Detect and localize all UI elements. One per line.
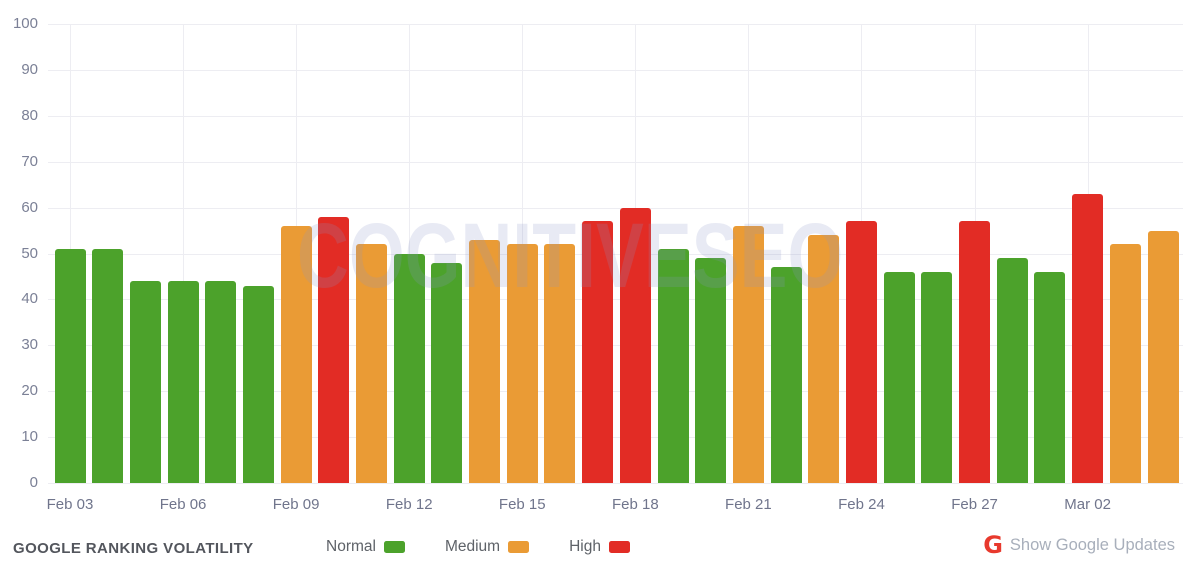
volatility-bar-feb-16[interactable]	[544, 244, 576, 483]
volatility-bar-feb-28[interactable]	[996, 258, 1028, 483]
gridline-horizontal	[48, 207, 1183, 209]
volatility-bar-feb-07[interactable]	[205, 281, 237, 483]
gridline-horizontal	[48, 299, 1183, 301]
volatility-bar-mar-03[interactable]	[1109, 244, 1141, 483]
volatility-bar-feb-12[interactable]	[393, 253, 425, 483]
gridline-horizontal	[48, 483, 1183, 484]
volatility-bar-feb-18[interactable]	[619, 207, 651, 483]
volatility-bar-mar-02[interactable]	[1072, 193, 1104, 483]
gridline-vertical	[183, 24, 185, 483]
y-axis-label: 70	[21, 152, 38, 170]
gridline-horizontal	[48, 161, 1183, 163]
volatility-bar-feb-25[interactable]	[883, 271, 915, 483]
x-axis-label: Feb 18	[611, 496, 659, 513]
gridline-horizontal	[48, 115, 1183, 117]
footer-bar: GOOGLE RANKING VOLATILITY Normal Medium Hi…	[0, 530, 1200, 564]
volatility-bar-feb-23[interactable]	[808, 235, 840, 483]
volatility-bar-feb-19[interactable]	[657, 248, 689, 483]
x-axis-label: Feb 24	[838, 496, 885, 513]
legend-item-normal: Normal	[326, 538, 405, 556]
legend-swatch-medium	[508, 541, 530, 553]
x-axis-label: Feb 06	[159, 496, 207, 513]
show-google-updates-button[interactable]: G Show Google Updates	[983, 533, 1175, 557]
legend-item-medium: Medium	[444, 538, 530, 556]
google-g-icon: G	[983, 531, 1003, 559]
volatility-bar-feb-11[interactable]	[356, 244, 388, 483]
volatility-bar-mar-01[interactable]	[1034, 271, 1066, 483]
gridline-horizontal	[48, 345, 1183, 347]
x-axis-label: Feb 03	[46, 496, 94, 513]
x-axis-label: Feb 09	[272, 496, 320, 513]
y-axis-label: 90	[21, 60, 38, 78]
legend-label-medium: Medium	[444, 538, 501, 555]
y-axis-label: 30	[21, 336, 38, 354]
volatility-bar-feb-09[interactable]	[280, 225, 312, 483]
volatility-bar-feb-22[interactable]	[770, 267, 802, 483]
volatility-bar-feb-06[interactable]	[167, 281, 199, 483]
gridline-horizontal	[48, 437, 1183, 439]
y-axis-label: 50	[21, 244, 38, 262]
legend-item-high: High	[569, 538, 630, 556]
volatility-bar-feb-17[interactable]	[582, 221, 614, 483]
volatility-bar-feb-20[interactable]	[695, 258, 727, 483]
x-axis-label: Mar 02	[1064, 496, 1111, 513]
gridline-horizontal	[48, 24, 1183, 25]
y-axis-label: 0	[29, 474, 38, 491]
volatility-bar-feb-27[interactable]	[959, 221, 991, 483]
legend-label-high: High	[569, 538, 601, 555]
show-google-updates-label: Show Google Updates	[1009, 535, 1175, 554]
y-axis-label: 10	[21, 428, 38, 446]
y-axis-label: 80	[21, 106, 38, 124]
y-axis-label: 100	[12, 15, 38, 32]
volatility-bar-mar-04[interactable]	[1147, 230, 1179, 483]
volatility-bar-feb-13[interactable]	[431, 262, 463, 483]
legend-swatch-high	[608, 541, 630, 553]
x-axis-label: Feb 21	[725, 496, 772, 513]
volatility-bar-feb-26[interactable]	[921, 271, 953, 483]
volatility-bar-feb-14[interactable]	[469, 239, 501, 483]
gridline-horizontal	[48, 253, 1183, 255]
volatility-bar-feb-21[interactable]	[732, 225, 764, 483]
chart-title: GOOGLE RANKING VOLATILITY	[13, 540, 254, 557]
x-axis-label: Feb 12	[385, 496, 433, 513]
y-axis-label: 40	[21, 290, 38, 308]
volatility-bar-feb-03[interactable]	[54, 248, 86, 483]
volatility-bar-feb-15[interactable]	[506, 244, 538, 483]
x-axis-label: Feb 15	[498, 496, 546, 513]
y-axis-label: 20	[21, 382, 38, 400]
volatility-bar-feb-10[interactable]	[318, 216, 350, 483]
chart-area: 0 10 20 30 40 50 60 70 80 90 100 COGNITIVESEO Feb …	[12, 15, 1183, 513]
legend-swatch-normal	[383, 541, 405, 553]
volatility-bar-feb-24[interactable]	[845, 221, 877, 483]
legend-label-normal: Normal	[326, 538, 376, 555]
volatility-bar-feb-08[interactable]	[242, 285, 274, 483]
volatility-bar-feb-04[interactable]	[92, 248, 124, 483]
legend: Normal Medium High	[326, 538, 630, 556]
gridline-horizontal	[48, 69, 1183, 71]
gridline-horizontal	[48, 391, 1183, 393]
x-axis-label: Feb 27	[951, 496, 998, 513]
volatility-bar-feb-05[interactable]	[129, 281, 161, 483]
y-axis-label: 60	[21, 198, 38, 216]
